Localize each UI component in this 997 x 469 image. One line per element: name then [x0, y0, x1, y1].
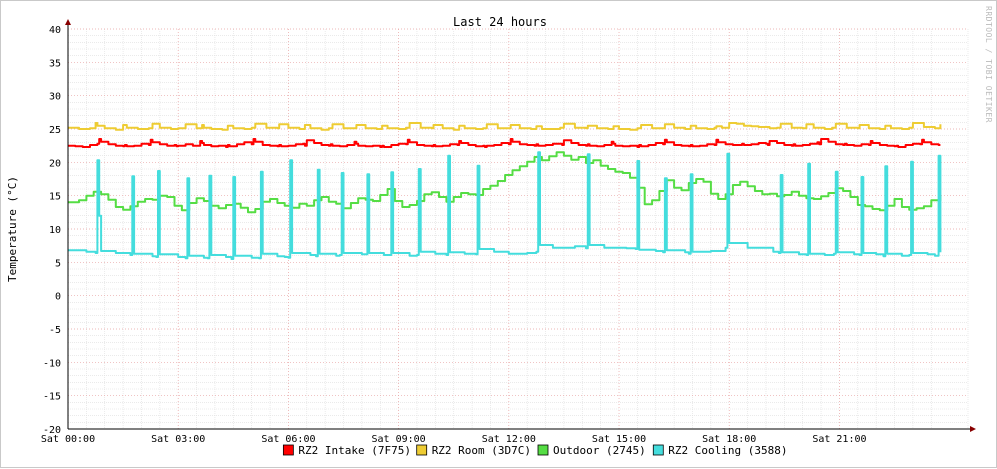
legend-label: RZ2 Intake (7F75) [298, 444, 411, 457]
legend-swatch [282, 444, 294, 456]
y-tick-label: -20 [43, 425, 61, 436]
series-line-0 [68, 138, 941, 148]
x-tick-label: Sat 15:00 [592, 434, 646, 445]
y-tick-label: 15 [49, 192, 61, 203]
series-line-1 [68, 122, 942, 131]
x-tick-label: Sat 00:00 [41, 434, 95, 445]
series-line-3 [68, 151, 942, 260]
legend: RZ2 Intake (7F75) RZ2 Room (3D7C) Outdoor … [282, 444, 787, 457]
y-axis-arrow-icon [65, 19, 71, 25]
x-tick-label: Sat 18:00 [702, 434, 756, 445]
series-line-2 [68, 151, 942, 214]
axes [65, 19, 976, 432]
y-tick-label: 40 [49, 25, 61, 36]
y-tick-label: 0 [55, 292, 61, 303]
y-tick-label: -15 [43, 392, 61, 403]
y-tick-label: 30 [49, 92, 61, 103]
x-tick-label: Sat 06:00 [261, 434, 315, 445]
x-tick-label: Sat 21:00 [812, 434, 866, 445]
chart-title: Last 24 hours [453, 15, 547, 29]
y-tick-label: -10 [43, 358, 61, 369]
y-tick-labels: -20 -15 -10 -5 0 5 10 15 20 25 30 35 40 [43, 25, 61, 436]
y-tick-label: 10 [49, 225, 61, 236]
y-tick-label: 5 [55, 258, 61, 269]
series-lines [68, 122, 942, 260]
x-axis-arrow-icon [970, 426, 976, 432]
legend-label: Outdoor (2745) [553, 444, 646, 457]
x-tick-label: Sat 12:00 [482, 434, 536, 445]
y-tick-label: 35 [49, 58, 61, 69]
x-tick-label: Sat 03:00 [151, 434, 205, 445]
legend-label: RZ2 Room (3D7C) [432, 444, 531, 457]
legend-label: RZ2 Cooling (3588) [668, 444, 787, 457]
legend-swatch [652, 444, 664, 456]
legend-swatch [537, 444, 549, 456]
y-axis-label: Temperature (°C) [6, 176, 19, 282]
x-tick-label: Sat 09:00 [372, 434, 426, 445]
y-tick-label: 20 [49, 158, 61, 169]
x-tick-labels: Sat 00:00 Sat 03:00 Sat 06:00 Sat 09:00 Sat … [41, 434, 867, 445]
legend-swatch [416, 444, 428, 456]
y-tick-label: -5 [49, 325, 61, 336]
y-tick-label: 25 [49, 125, 61, 136]
watermark: RRDTOOL / TOBI OETIKER [984, 6, 993, 123]
